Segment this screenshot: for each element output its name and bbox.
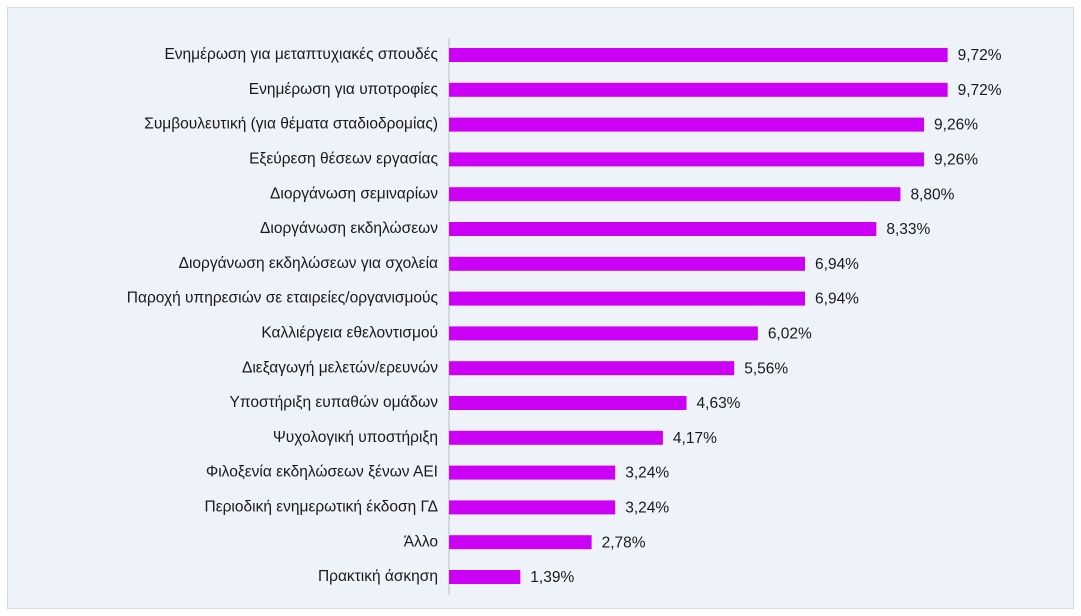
category-label: Πρακτική άσκηση xyxy=(318,568,438,585)
value-label: 9,26% xyxy=(934,117,978,134)
bar xyxy=(449,222,877,236)
bar xyxy=(449,82,948,97)
bar xyxy=(449,48,948,62)
bar xyxy=(449,187,901,202)
bar xyxy=(449,256,806,271)
category-label: Διοργάνωση εκδηλώσεων xyxy=(260,220,438,237)
category-label: Ενημέρωση για υποτροφίες xyxy=(249,81,438,98)
bar xyxy=(449,570,521,584)
bar xyxy=(449,396,687,410)
category-label: Εξεύρεση θέσεων εργασίας xyxy=(249,150,438,167)
value-label: 6,94% xyxy=(815,256,859,273)
category-label: Φιλοξενία εκδηλώσεων ξένων ΑΕΙ xyxy=(206,464,438,481)
value-label: 8,33% xyxy=(886,221,930,238)
value-label: 4,17% xyxy=(673,430,717,447)
category-label: Υποστήριξη ευπαθών ομάδων xyxy=(230,394,439,411)
chart-background xyxy=(7,7,1074,609)
category-label: Περιοδική ενημερωτική έκδοση ΓΔ xyxy=(205,498,438,515)
category-label: Καλλιέργεια εθελοντισμού xyxy=(261,324,438,341)
bar xyxy=(449,326,758,341)
value-label: 9,72% xyxy=(958,47,1002,64)
bar xyxy=(449,361,735,376)
value-label: 5,56% xyxy=(744,360,788,377)
value-label: 6,94% xyxy=(815,291,859,308)
bar xyxy=(449,430,663,445)
bar xyxy=(449,291,806,306)
value-label: 9,26% xyxy=(934,151,978,168)
value-label: 9,72% xyxy=(958,82,1002,99)
category-label: Ενημέρωση για μεταπτυχιακές σπουδές xyxy=(164,46,438,63)
bar xyxy=(449,500,616,515)
value-label: 1,39% xyxy=(530,569,574,586)
bar xyxy=(449,152,925,167)
category-label: Παροχή υπηρεσιών σε εταιρείες/οργανισμού… xyxy=(127,290,438,307)
value-label: 3,24% xyxy=(625,465,669,482)
category-label: Διοργάνωση εκδηλώσεων για σχολεία xyxy=(179,255,438,272)
value-label: 3,24% xyxy=(625,499,669,516)
bar xyxy=(449,465,616,480)
category-label: Άλλο xyxy=(404,533,438,550)
category-label: Διοργάνωση σεμιναρίων xyxy=(270,185,438,202)
value-label: 8,80% xyxy=(910,186,954,203)
value-label: 4,63% xyxy=(697,395,741,412)
value-label: 2,78% xyxy=(602,534,646,551)
value-label: 6,02% xyxy=(768,325,812,342)
bar xyxy=(449,117,925,132)
category-label: Διεξαγωγή μελετών/ερευνών xyxy=(242,359,438,376)
bar xyxy=(449,535,592,550)
category-label: Ψυχολογική υποστήριξη xyxy=(273,429,438,446)
category-label: Συμβουλευτική (για θέματα σταδιοδρομίας) xyxy=(144,116,438,133)
